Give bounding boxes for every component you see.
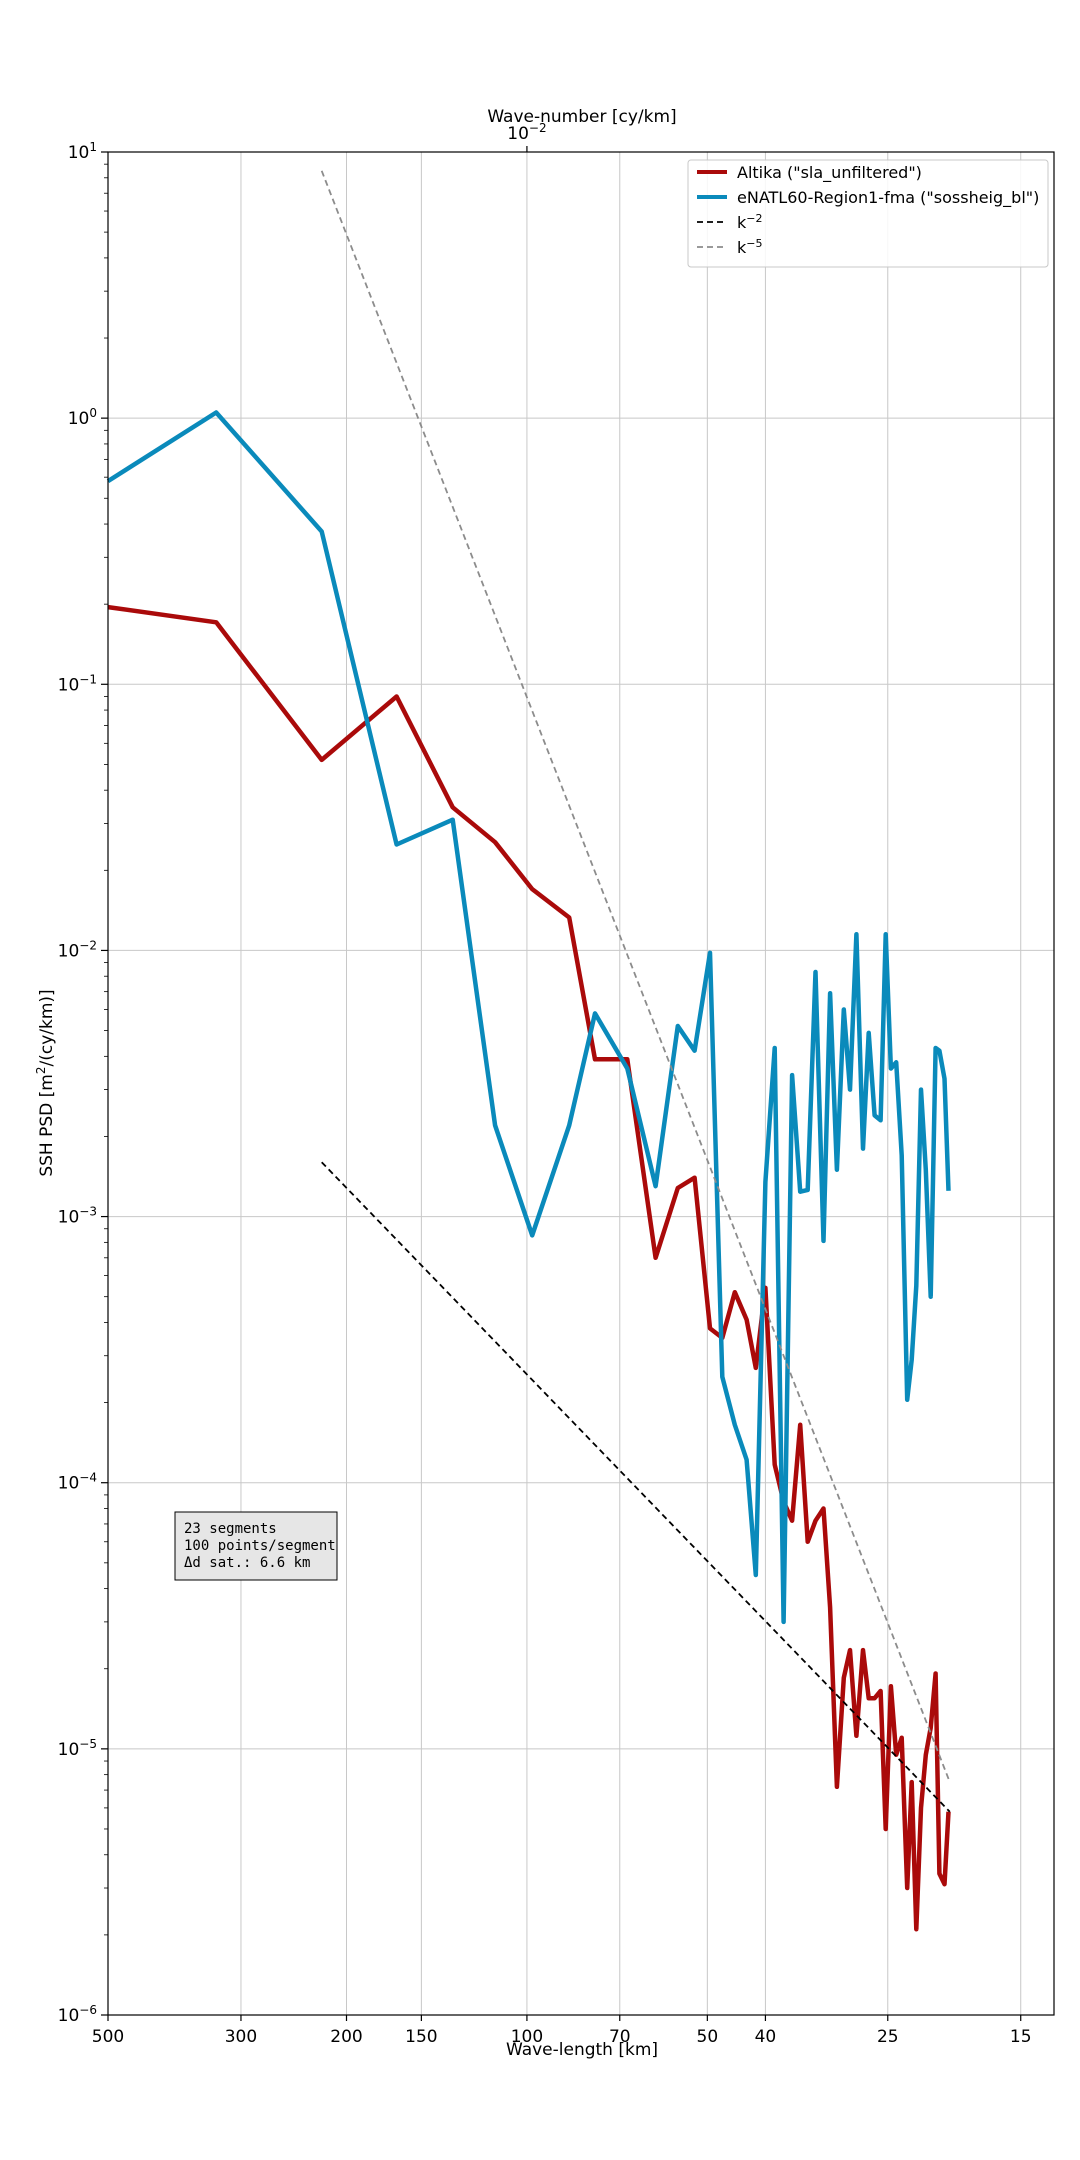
x-tick-label: 200 [330, 2027, 362, 2047]
y-tick-label: 10−5 [58, 1737, 97, 1760]
y-tick-label: 10−1 [58, 672, 97, 695]
x-tick-label: 25 [877, 2027, 899, 2047]
series-line-1 [106, 410, 951, 1625]
plot-frame [107, 151, 1055, 2016]
y-tick-label: 10−6 [58, 2003, 97, 2026]
minor-ticks [104, 163, 108, 1936]
series-line-2 [321, 1161, 951, 1813]
x-tick-label: 40 [755, 2027, 777, 2047]
y-tick-label: 10−3 [58, 1205, 97, 1228]
legend-label-1: eNATL60-Region1-fma ("sossheig_bl") [737, 188, 1039, 208]
legend-box [687, 159, 1049, 268]
series-line-3 [320, 170, 951, 1783]
x-tick-label: 500 [92, 2027, 124, 2047]
y-tick-label: 101 [68, 140, 97, 163]
info-line-0: 23 segments [184, 1521, 277, 1537]
x-tick-label: 150 [405, 2027, 437, 2047]
legend-label-0: Altika ("sla_unfiltered") [737, 163, 922, 183]
legend-label-2: k−2 [737, 212, 762, 233]
info-line-1: 100 points/segment [184, 1538, 336, 1554]
x-tick-label: 70 [609, 2027, 631, 2047]
y-tick-label: 10−4 [58, 1471, 97, 1494]
legend-label-3: k−5 [737, 237, 762, 258]
series-line-0 [107, 604, 951, 1932]
x-tick-label: 15 [1010, 2027, 1032, 2047]
legend: Altika ("sla_unfiltered") eNATL60-Region1… [687, 159, 1049, 268]
x-axis-bottom: 500 300 200 150 100 70 50 40 25 15 [92, 2015, 1032, 2047]
x-top-tick-label: 10−2 [507, 121, 546, 144]
info-box-frame [174, 1511, 338, 1581]
x-tick-label: 50 [697, 2027, 719, 2047]
y-tick-label: 10−2 [58, 938, 97, 961]
y-axis-title: SSH PSD [m2/(cy/km)] [34, 989, 57, 1176]
series-layer [106, 170, 951, 1932]
x-axis-title: Wave-length [km] [506, 2040, 658, 2060]
y-axis: 101 100 10−1 10−2 10−3 10−4 10−5 10−6 [58, 140, 108, 2026]
y-tick-label: 100 [68, 406, 97, 429]
x-axis-top-title: Wave-number [cy/km] [487, 107, 676, 127]
x-tick-label: 300 [225, 2027, 257, 2047]
info-line-2: Δd sat.: 6.6 km [184, 1555, 310, 1571]
x-axis-top: 10−2 [507, 121, 547, 152]
x-tick-label: 100 [511, 2027, 543, 2047]
